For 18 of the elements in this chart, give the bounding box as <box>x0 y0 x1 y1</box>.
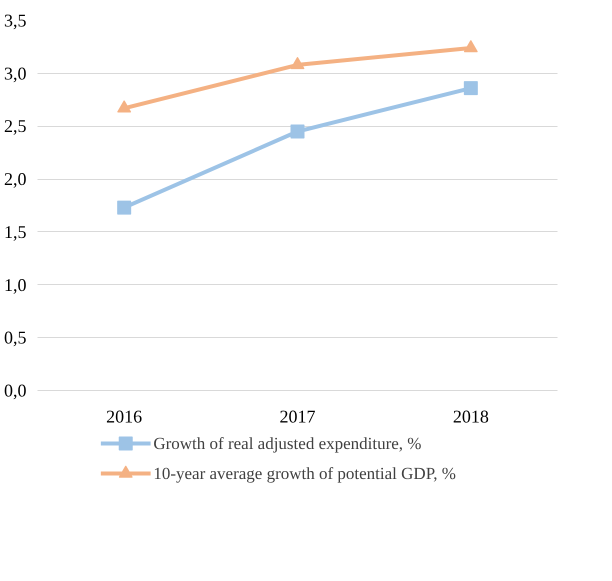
legend-label: 10-year average growth of potential GDP, % <box>153 464 456 483</box>
y-tick-label: 2,5 <box>4 116 26 136</box>
x-tick-label: 2016 <box>106 406 142 426</box>
point <box>464 40 478 52</box>
point <box>117 100 132 112</box>
x-tick-label: 2018 <box>452 406 489 426</box>
y-tick-label: 3,5 <box>4 10 26 30</box>
point <box>117 200 132 215</box>
x-tick-label: 2017 <box>280 406 316 426</box>
y-tick-label: 0,0 <box>4 380 26 400</box>
y-tick-label: 3,0 <box>4 63 26 84</box>
y-tick-label: 1,5 <box>4 222 26 242</box>
point <box>290 124 304 138</box>
point <box>290 56 304 70</box>
y-tick-label: 0,5 <box>4 328 26 348</box>
legend-label: Growth of real adjusted expenditure, % <box>153 434 422 453</box>
y-tick-label: 1,0 <box>4 274 26 295</box>
y-tick-label: 2,0 <box>4 169 26 190</box>
